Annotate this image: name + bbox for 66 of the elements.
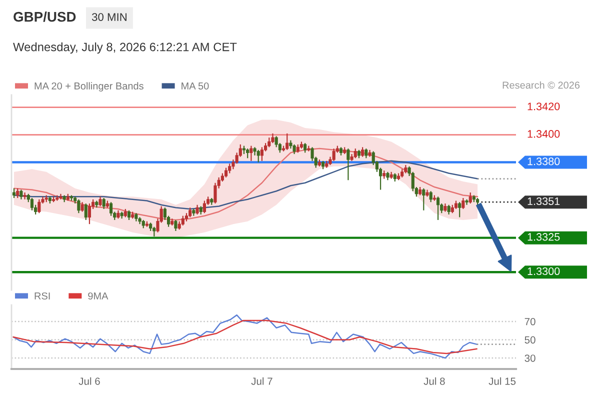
candlestick [98, 196, 102, 207]
text: Jul 15 [488, 377, 516, 385]
candlestick [77, 198, 80, 214]
candlestick [88, 202, 92, 225]
candlestick [468, 192, 472, 204]
candlestick [20, 189, 23, 200]
candlestick [250, 145, 253, 162]
chart-subtitle: Wednesday, July 8, 2026 6:12:21 AM CET [13, 42, 237, 54]
candlestick [354, 148, 357, 159]
candlestick [332, 148, 336, 162]
candlestick [304, 142, 307, 154]
candlestick [188, 207, 192, 218]
ref-line-label: 1.3420 [528, 102, 560, 110]
line-series [12, 320, 478, 354]
candlestick [102, 197, 106, 210]
ref-line-label: 1.3400 [528, 130, 560, 138]
candlestick [346, 148, 350, 181]
candlestick [152, 226, 156, 237]
candlestick [23, 192, 26, 200]
candlestick [436, 196, 440, 221]
legend-label: MA 20 + Bollinger Bands [34, 82, 144, 92]
ref-line-label: 1.3325 [528, 233, 560, 241]
candlestick [361, 146, 364, 158]
candlestick [458, 202, 462, 218]
candlestick [286, 132, 289, 150]
candlestick [16, 188, 20, 199]
candlestick [422, 188, 426, 211]
candlestick [127, 210, 131, 221]
candlestick [246, 148, 250, 159]
y-tick-label: 30 [524, 354, 536, 362]
candlestick [38, 198, 41, 214]
candlestick [202, 200, 206, 214]
text: 30 MIN [92, 13, 126, 21]
candlestick [80, 202, 84, 212]
ref-line-label: 1.3351 [528, 197, 560, 206]
candlestick [196, 204, 199, 216]
ref-line-label: 1.3300 [528, 267, 560, 276]
ref-line-label: 1.3380 [528, 158, 560, 166]
x-tick-label: Jul 7 [251, 377, 272, 385]
legend-label: RSI [34, 292, 50, 300]
candlestick [429, 190, 432, 203]
text: Research © 2026 [502, 81, 580, 89]
candlestick [260, 146, 264, 162]
candlestick [462, 197, 465, 210]
candlestick [30, 197, 34, 211]
y-tick-label: 50 [524, 336, 536, 344]
candlestick [181, 215, 184, 226]
candlestick [84, 202, 88, 221]
candlestick [364, 148, 368, 159]
x-tick-label: Jul 6 [78, 377, 100, 385]
y-tick-label: 70 [524, 318, 536, 326]
candlestick [109, 202, 113, 216]
legend-label: MA 50 [182, 82, 209, 90]
candlestick [292, 144, 296, 155]
candlestick [174, 219, 178, 232]
candlestick [228, 163, 232, 174]
candlestick [256, 149, 260, 163]
x-tick-label: Jul 8 [424, 377, 445, 385]
chart-title: GBP/USD [14, 12, 76, 22]
candlestick [224, 167, 228, 178]
candlestick [271, 132, 274, 144]
candlestick [447, 204, 450, 216]
candlestick [12, 188, 16, 199]
candlestick [268, 137, 271, 148]
line-series [12, 314, 478, 359]
legend-label: 9MA [88, 292, 108, 300]
